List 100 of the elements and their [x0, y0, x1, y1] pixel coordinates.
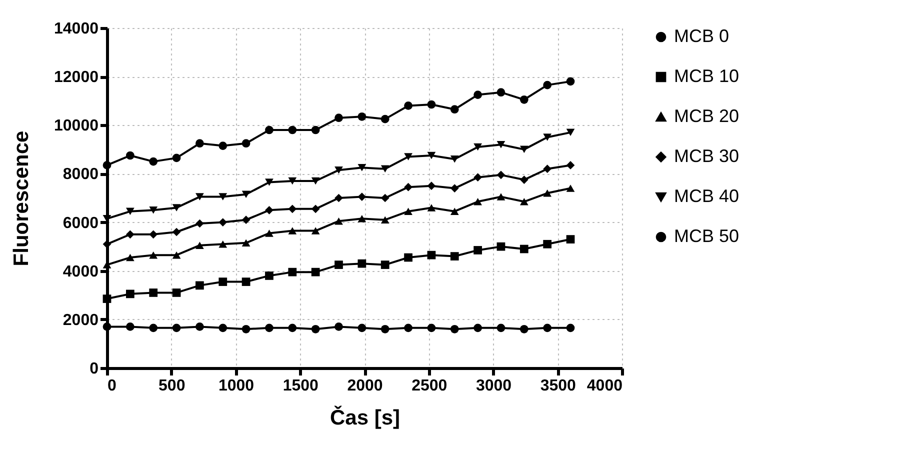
point: [358, 192, 366, 201]
point: [566, 161, 575, 170]
point: [450, 184, 459, 192]
point: [450, 208, 459, 215]
point: [334, 217, 343, 225]
point: [172, 251, 181, 259]
point: [149, 157, 158, 166]
point: [358, 112, 366, 121]
y-tick-label: 8000: [62, 166, 99, 184]
point: [496, 242, 506, 251]
x-tick-label: 4000: [586, 378, 623, 394]
point: [566, 324, 575, 332]
point: [288, 324, 297, 332]
y-tick-label: 6000: [62, 214, 99, 232]
point: [496, 193, 506, 200]
point: [126, 290, 134, 298]
point: [334, 166, 343, 174]
point: [450, 252, 459, 260]
point: [218, 142, 228, 150]
point: [311, 268, 320, 276]
legend-label: MCB 40: [674, 186, 740, 206]
point: [196, 281, 204, 290]
point: [404, 208, 412, 215]
legend-label: MCB 20: [674, 106, 740, 126]
point: [450, 156, 459, 163]
point: [520, 198, 528, 206]
point: [358, 259, 366, 268]
point: [496, 324, 506, 332]
point: [102, 322, 112, 331]
point: [242, 139, 250, 148]
point: [265, 272, 274, 280]
point: [149, 288, 158, 297]
point: [520, 95, 528, 104]
point: [172, 228, 181, 236]
point: [149, 206, 158, 214]
x-tick-label: 3000: [476, 378, 512, 394]
y-tick-label: 12000: [54, 69, 99, 86]
point: [543, 240, 552, 248]
point: [566, 77, 575, 86]
point: [265, 126, 274, 134]
point: [427, 204, 436, 212]
point: [358, 324, 366, 332]
point: [427, 250, 436, 260]
point: [334, 260, 343, 269]
point: [126, 208, 134, 215]
point: [334, 114, 343, 122]
point: [218, 278, 228, 286]
point: [311, 177, 320, 185]
point: [265, 324, 274, 332]
point: [126, 322, 134, 331]
x-tick-label: 2000: [347, 378, 383, 394]
point: [288, 268, 297, 276]
point: [242, 216, 250, 224]
x-tick-label: 500: [158, 378, 186, 394]
point: [172, 154, 181, 162]
point: [496, 170, 506, 180]
legend-label: MCB 50: [674, 226, 740, 246]
y-tick-label: 0: [90, 360, 99, 378]
point: [474, 324, 482, 332]
point: [334, 194, 343, 202]
point: [427, 100, 436, 109]
point: [404, 102, 412, 110]
point: [126, 230, 134, 239]
point: [126, 151, 134, 160]
point: [218, 240, 228, 248]
point: [172, 288, 181, 297]
x-tick-label: 3500: [540, 378, 576, 394]
legend-label: MCB 30: [674, 146, 740, 166]
point: [404, 253, 412, 262]
point: [427, 152, 436, 160]
point: [543, 80, 552, 90]
point: [474, 173, 482, 182]
point: [380, 260, 390, 269]
point: [358, 164, 366, 172]
point: [288, 126, 297, 134]
x-tick-label: 1000: [218, 378, 254, 394]
point: [543, 134, 552, 141]
point: [126, 254, 134, 262]
point: [427, 182, 436, 190]
point: [334, 322, 343, 331]
point: [404, 324, 412, 332]
point: [265, 206, 274, 214]
point: [358, 215, 366, 222]
point: [242, 239, 250, 247]
point: [288, 204, 297, 214]
point: [149, 324, 158, 332]
point: [172, 324, 181, 332]
point: [474, 198, 482, 206]
point: [474, 143, 482, 151]
x-axis-title: Čas [s]: [330, 406, 400, 430]
point: [218, 218, 228, 226]
point: [265, 230, 274, 237]
point: [196, 193, 204, 200]
y-tick-label: 10000: [54, 118, 99, 135]
point: [218, 193, 228, 200]
point: [311, 126, 320, 134]
point: [520, 176, 528, 184]
point: [265, 178, 274, 186]
point: [404, 182, 412, 192]
point: [149, 251, 158, 259]
